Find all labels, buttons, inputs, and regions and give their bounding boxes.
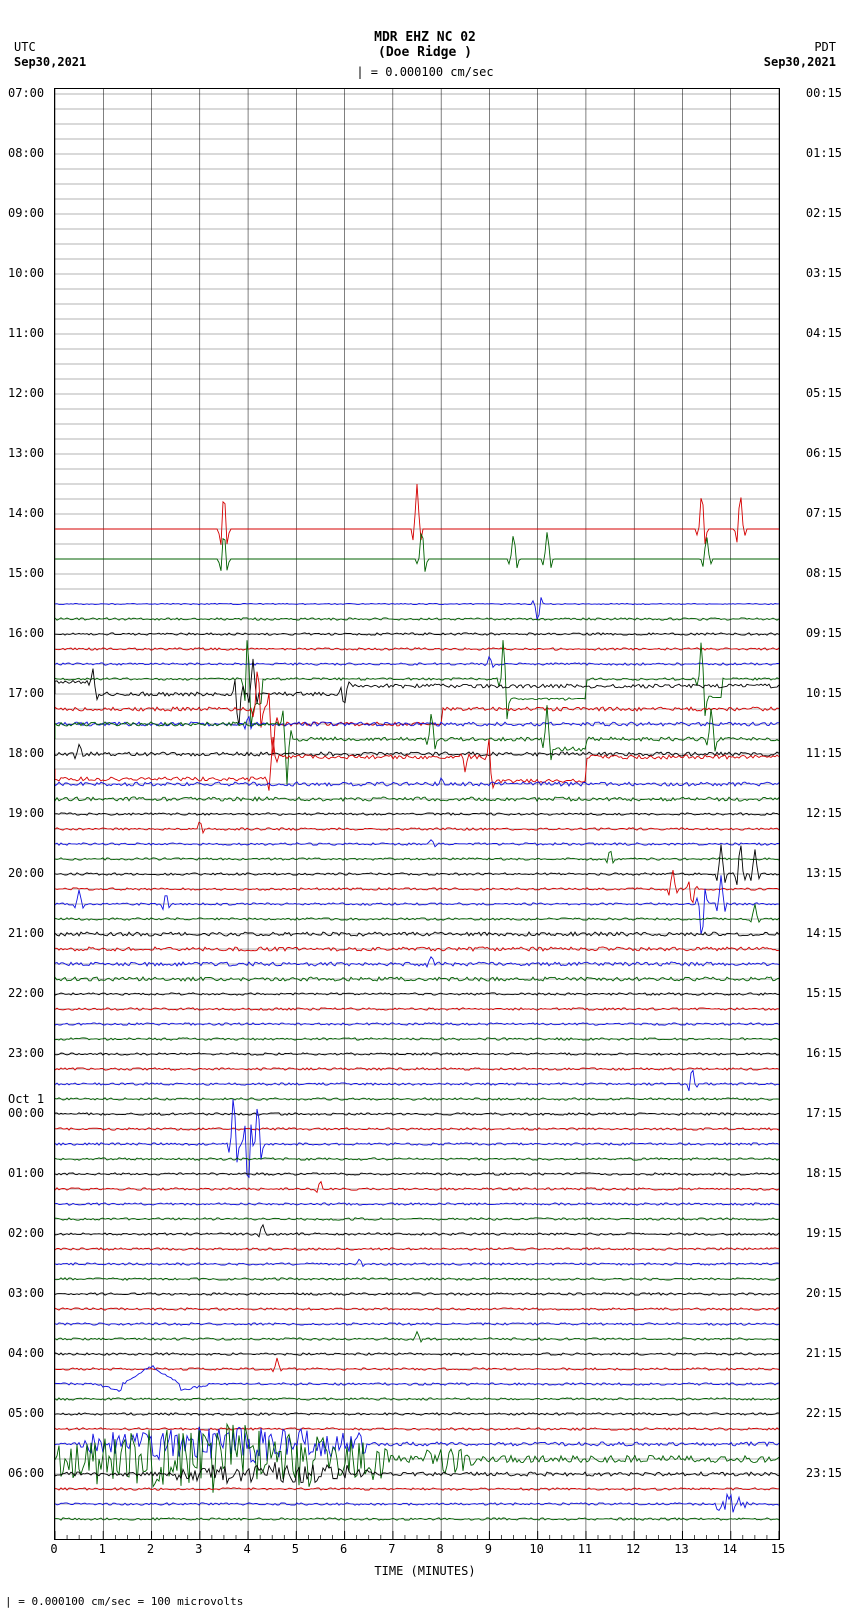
left-hour-label: 06:00 <box>8 1466 44 1480</box>
right-hour-label: 06:15 <box>806 446 842 460</box>
left-hour-label: 23:00 <box>8 1046 44 1060</box>
right-hour-label: 16:15 <box>806 1046 842 1060</box>
timezone-left: UTC <box>14 40 36 54</box>
x-tick-label: 12 <box>626 1542 640 1556</box>
x-tick-label: 5 <box>292 1542 299 1556</box>
x-tick-label: 3 <box>195 1542 202 1556</box>
x-tick-label: 6 <box>340 1542 347 1556</box>
x-tick-label: 15 <box>771 1542 785 1556</box>
right-hour-label: 18:15 <box>806 1166 842 1180</box>
right-hour-label: 20:15 <box>806 1286 842 1300</box>
x-tick-label: 13 <box>674 1542 688 1556</box>
x-tick-label: 1 <box>99 1542 106 1556</box>
left-hour-label: 10:00 <box>8 266 44 280</box>
right-hour-label: 11:15 <box>806 746 842 760</box>
right-hour-label: 21:15 <box>806 1346 842 1360</box>
seismogram-svg <box>55 89 779 1539</box>
x-tick-label: 0 <box>50 1542 57 1556</box>
right-hour-label: 08:15 <box>806 566 842 580</box>
right-hour-label: 01:15 <box>806 146 842 160</box>
left-hour-label: 17:00 <box>8 686 44 700</box>
day-label: Oct 1 <box>8 1092 44 1106</box>
seismogram-container: MDR EHZ NC 02 (Doe Ridge ) | = 0.000100 … <box>0 0 850 1613</box>
left-hour-label: 08:00 <box>8 146 44 160</box>
left-hour-label: 19:00 <box>8 806 44 820</box>
left-hour-label: 12:00 <box>8 386 44 400</box>
right-hour-label: 17:15 <box>806 1106 842 1120</box>
right-hour-label: 13:15 <box>806 866 842 880</box>
right-hour-label: 10:15 <box>806 686 842 700</box>
x-tick-label: 4 <box>243 1542 250 1556</box>
left-hour-label: 03:00 <box>8 1286 44 1300</box>
left-hour-label: 21:00 <box>8 926 44 940</box>
left-hour-label: 22:00 <box>8 986 44 1000</box>
left-hour-label: 04:00 <box>8 1346 44 1360</box>
right-hour-label: 22:15 <box>806 1406 842 1420</box>
right-hour-label: 19:15 <box>806 1226 842 1240</box>
left-hour-label: 09:00 <box>8 206 44 220</box>
date-right: Sep30,2021 <box>764 55 836 69</box>
date-left: Sep30,2021 <box>14 55 86 69</box>
right-hour-label: 05:15 <box>806 386 842 400</box>
left-hour-label: 15:00 <box>8 566 44 580</box>
right-hour-label: 03:15 <box>806 266 842 280</box>
x-tick-label: 9 <box>485 1542 492 1556</box>
x-tick-label: 2 <box>147 1542 154 1556</box>
left-hour-label: 01:00 <box>8 1166 44 1180</box>
right-hour-label: 12:15 <box>806 806 842 820</box>
plot-area <box>54 88 780 1540</box>
scale-indicator: | = 0.000100 cm/sec <box>0 65 850 79</box>
x-tick-label: 14 <box>722 1542 736 1556</box>
left-hour-label: 18:00 <box>8 746 44 760</box>
left-hour-label: 05:00 <box>8 1406 44 1420</box>
station-name: (Doe Ridge ) <box>0 45 850 60</box>
right-hour-label: 14:15 <box>806 926 842 940</box>
left-hour-label: 02:00 <box>8 1226 44 1240</box>
right-hour-label: 04:15 <box>806 326 842 340</box>
left-hour-label: 16:00 <box>8 626 44 640</box>
left-hour-label: 00:00 <box>8 1106 44 1120</box>
right-hour-label: 23:15 <box>806 1466 842 1480</box>
left-hour-label: 07:00 <box>8 86 44 100</box>
x-tick-label: 7 <box>388 1542 395 1556</box>
right-hour-label: 09:15 <box>806 626 842 640</box>
footer-scale: | = 0.000100 cm/sec = 100 microvolts <box>5 1595 243 1608</box>
timezone-right: PDT <box>814 40 836 54</box>
x-tick-label: 10 <box>529 1542 543 1556</box>
right-hour-label: 02:15 <box>806 206 842 220</box>
left-hour-label: 20:00 <box>8 866 44 880</box>
left-hour-label: 14:00 <box>8 506 44 520</box>
left-hour-label: 13:00 <box>8 446 44 460</box>
left-hour-label: 11:00 <box>8 326 44 340</box>
x-tick-label: 11 <box>578 1542 592 1556</box>
x-tick-label: 8 <box>437 1542 444 1556</box>
station-id: MDR EHZ NC 02 <box>0 30 850 45</box>
right-hour-label: 15:15 <box>806 986 842 1000</box>
right-hour-label: 07:15 <box>806 506 842 520</box>
right-hour-label: 00:15 <box>806 86 842 100</box>
x-axis-label: TIME (MINUTES) <box>0 1564 850 1578</box>
